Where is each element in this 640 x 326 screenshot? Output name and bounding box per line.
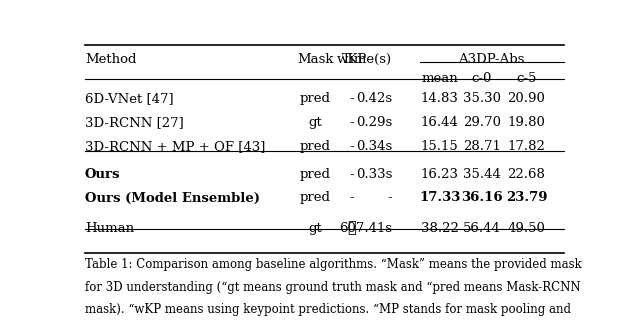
Text: 3D-RCNN + MP + OF [43]: 3D-RCNN + MP + OF [43] — [85, 140, 266, 153]
Text: 607.41s: 607.41s — [339, 222, 392, 235]
Text: Table 1: Comparison among baseline algorithms. “Mask” means the provided mask: Table 1: Comparison among baseline algor… — [85, 258, 582, 271]
Text: pred: pred — [300, 92, 331, 105]
Text: mask). “wKP means using keypoint predictions. “MP stands for mask pooling and: mask). “wKP means using keypoint predict… — [85, 303, 571, 316]
Text: mean: mean — [421, 72, 458, 85]
Text: 0.29s: 0.29s — [356, 116, 392, 129]
Text: for 3D understanding (“gt means ground truth mask and “pred means Mask-RCNN: for 3D understanding (“gt means ground t… — [85, 281, 580, 294]
Text: c-0: c-0 — [472, 72, 492, 85]
Text: Time(s): Time(s) — [342, 53, 392, 66]
Text: -: - — [388, 191, 392, 204]
Text: 16.23: 16.23 — [420, 168, 459, 181]
Text: gt: gt — [308, 116, 323, 129]
Text: A3DP-Abs: A3DP-Abs — [458, 53, 525, 66]
Text: 19.80: 19.80 — [508, 116, 545, 129]
Text: wKP: wKP — [337, 53, 367, 66]
Text: -: - — [349, 92, 354, 105]
Text: -: - — [349, 168, 354, 181]
Text: Mask: Mask — [298, 53, 334, 66]
Text: 28.71: 28.71 — [463, 140, 500, 153]
Text: 6D-VNet [47]: 6D-VNet [47] — [85, 92, 173, 105]
Text: Method: Method — [85, 53, 136, 66]
Text: pred: pred — [300, 140, 331, 153]
Text: -: - — [349, 191, 354, 204]
Text: 0.34s: 0.34s — [356, 140, 392, 153]
Text: ✓: ✓ — [348, 222, 356, 236]
Text: 17.82: 17.82 — [508, 140, 545, 153]
Text: 14.83: 14.83 — [420, 92, 458, 105]
Text: 3D-RCNN [27]: 3D-RCNN [27] — [85, 116, 184, 129]
Text: pred: pred — [300, 168, 331, 181]
Text: 0.42s: 0.42s — [356, 92, 392, 105]
Text: Human: Human — [85, 222, 134, 235]
Text: 23.79: 23.79 — [506, 191, 547, 204]
Text: gt: gt — [308, 222, 323, 235]
Text: 15.15: 15.15 — [420, 140, 458, 153]
Text: 56.44: 56.44 — [463, 222, 500, 235]
Text: 20.90: 20.90 — [508, 92, 545, 105]
Text: 36.16: 36.16 — [461, 191, 502, 204]
Text: c-5: c-5 — [516, 72, 536, 85]
Text: 49.50: 49.50 — [508, 222, 545, 235]
Text: Ours: Ours — [85, 168, 120, 181]
Text: -: - — [349, 140, 354, 153]
Text: 35.30: 35.30 — [463, 92, 500, 105]
Text: 29.70: 29.70 — [463, 116, 500, 129]
Text: 16.44: 16.44 — [420, 116, 458, 129]
Text: 17.33: 17.33 — [419, 191, 460, 204]
Text: 22.68: 22.68 — [508, 168, 545, 181]
Text: Ours (Model Ensemble): Ours (Model Ensemble) — [85, 191, 260, 204]
Text: 35.44: 35.44 — [463, 168, 500, 181]
Text: 0.33s: 0.33s — [356, 168, 392, 181]
Text: 38.22: 38.22 — [420, 222, 458, 235]
Text: -: - — [349, 116, 354, 129]
Text: pred: pred — [300, 191, 331, 204]
